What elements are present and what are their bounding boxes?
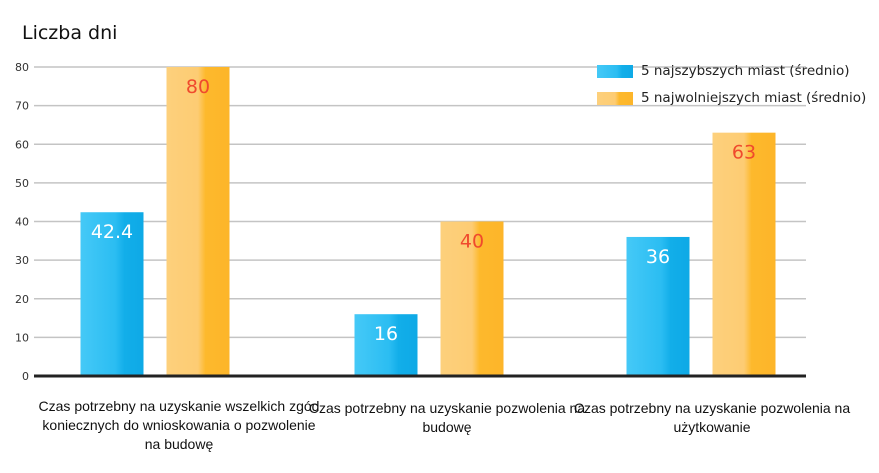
- category-label-2: Czas potrzebny na uzyskanie pozwolenia n…: [308, 400, 586, 435]
- y-axis-title: Liczba dni: [22, 22, 118, 44]
- data-label-slow-1: 80: [186, 76, 210, 98]
- y-tick-label-30: 30: [15, 254, 29, 267]
- bar-slow-1: [166, 67, 230, 376]
- y-tick-label-20: 20: [15, 293, 29, 306]
- data-label-fast-3: 36: [646, 246, 670, 268]
- legend-swatch-fast: [597, 64, 633, 78]
- legend-label-fast: 5 najszybszych miast (średnio): [641, 63, 850, 79]
- bar-fast-1: [80, 212, 144, 376]
- data-label-fast-2: 16: [374, 323, 398, 345]
- legend-item-fast: 5 najszybszych miast (średnio): [597, 60, 866, 82]
- y-tick-label-10: 10: [15, 331, 29, 344]
- legend: 5 najszybszych miast (średnio) 5 najwoln…: [597, 60, 866, 114]
- y-tick-label-50: 50: [15, 177, 29, 190]
- data-label-fast-1: 42.4: [91, 221, 133, 243]
- bar-slow-3: [712, 132, 776, 376]
- legend-swatch-slow: [597, 91, 633, 105]
- category-label-1: Czas potrzebny na uzyskanie wszelkich zg…: [38, 398, 320, 452]
- y-tick-label-80: 80: [15, 61, 29, 74]
- bar-fast-2: [354, 314, 418, 376]
- y-tick-label-60: 60: [15, 138, 29, 151]
- legend-label-slow: 5 najwolniejszych miast (średnio): [641, 90, 867, 106]
- legend-item-slow: 5 najwolniejszych miast (średnio): [597, 87, 866, 109]
- data-label-slow-2: 40: [460, 231, 484, 253]
- data-label-slow-3: 63: [732, 142, 756, 164]
- y-tick-label-40: 40: [15, 216, 29, 229]
- bar-fast-3: [626, 236, 690, 376]
- y-tick-label-0: 0: [22, 370, 29, 383]
- y-tick-label-70: 70: [15, 100, 29, 113]
- bar-slow-2: [440, 221, 504, 376]
- category-label-3: Czas potrzebny na uzyskanie pozwolenia n…: [573, 400, 851, 435]
